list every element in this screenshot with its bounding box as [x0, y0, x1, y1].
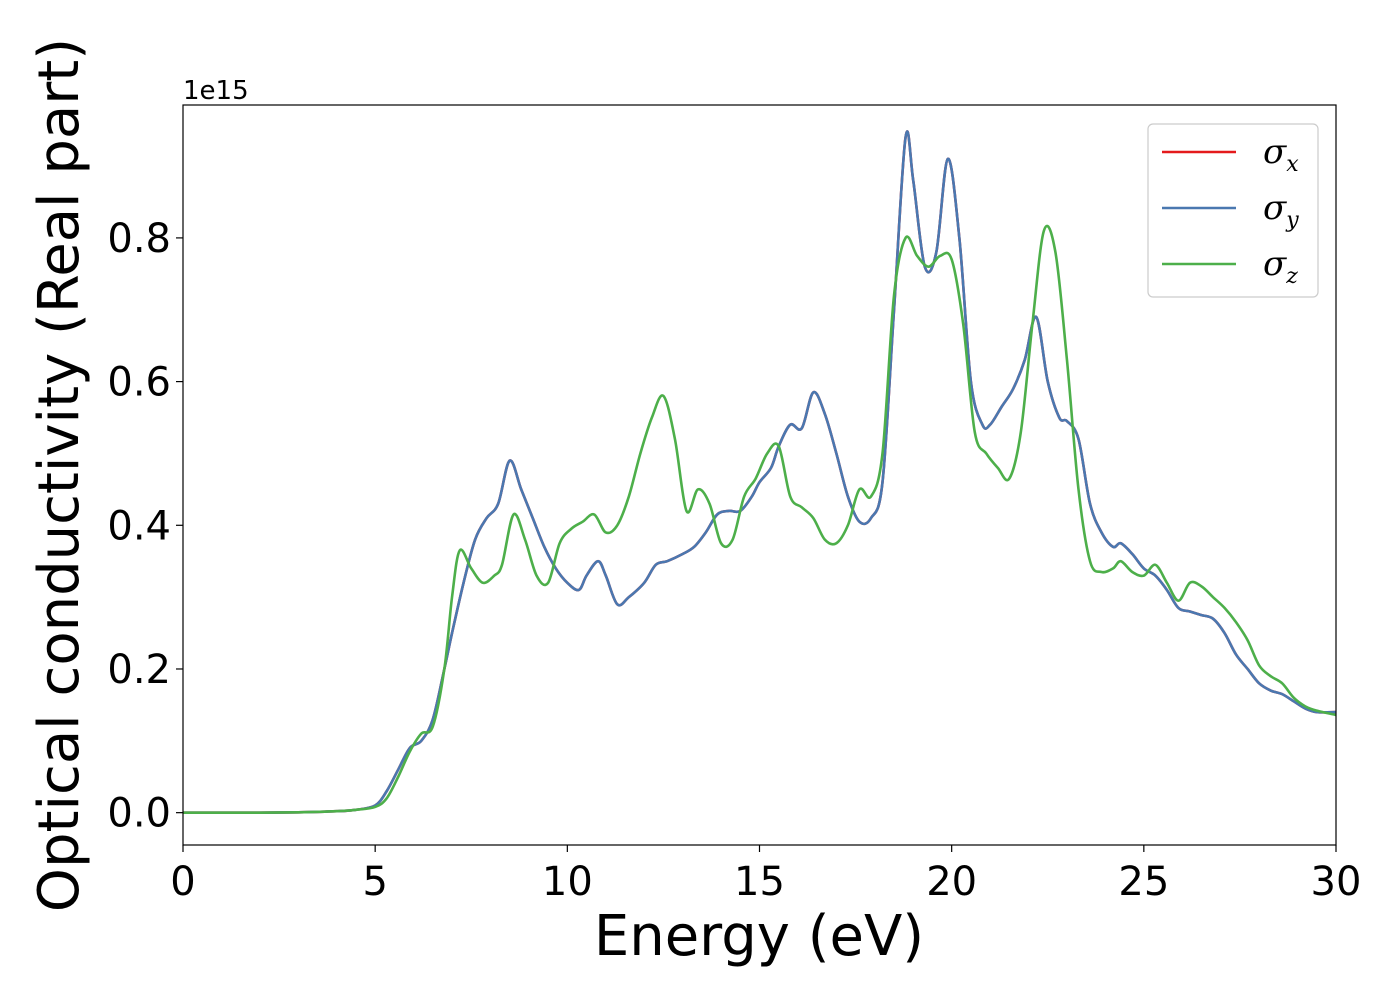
legend: σx σy σz — [1147, 123, 1319, 298]
x-axis: 0 5 10 15 20 25 30 — [170, 845, 1361, 905]
series-line-z — [183, 224, 1336, 814]
x-tick-label: 30 — [1311, 859, 1362, 905]
x-tick-label: 0 — [170, 859, 195, 905]
x-tick-label: 5 — [362, 859, 387, 905]
x-tick-label: 15 — [734, 859, 785, 905]
y-tick-label: 0.6 — [107, 360, 171, 406]
x-tick-label: 10 — [542, 859, 593, 905]
x-tick-label: 25 — [1118, 859, 1169, 905]
y-tick-label: 0.0 — [107, 791, 171, 837]
legend-box — [1147, 123, 1319, 298]
series-layer — [183, 130, 1336, 814]
legend-label-x: σx — [1263, 132, 1299, 177]
y-offset-label: 1e15 — [183, 76, 249, 106]
y-tick-label: 0.4 — [107, 503, 171, 549]
y-axis: 0.0 0.2 0.4 0.6 0.8 — [107, 216, 183, 837]
y-axis-label: Optical conductivity (Real part) — [27, 38, 92, 912]
legend-label-y: σy — [1263, 188, 1299, 233]
x-tick-label: 20 — [926, 859, 977, 905]
x-axis-label: Energy (eV) — [594, 904, 924, 969]
legend-label-z: σz — [1263, 244, 1298, 289]
y-tick-label: 0.8 — [107, 216, 171, 262]
y-tick-label: 0.2 — [107, 647, 171, 693]
